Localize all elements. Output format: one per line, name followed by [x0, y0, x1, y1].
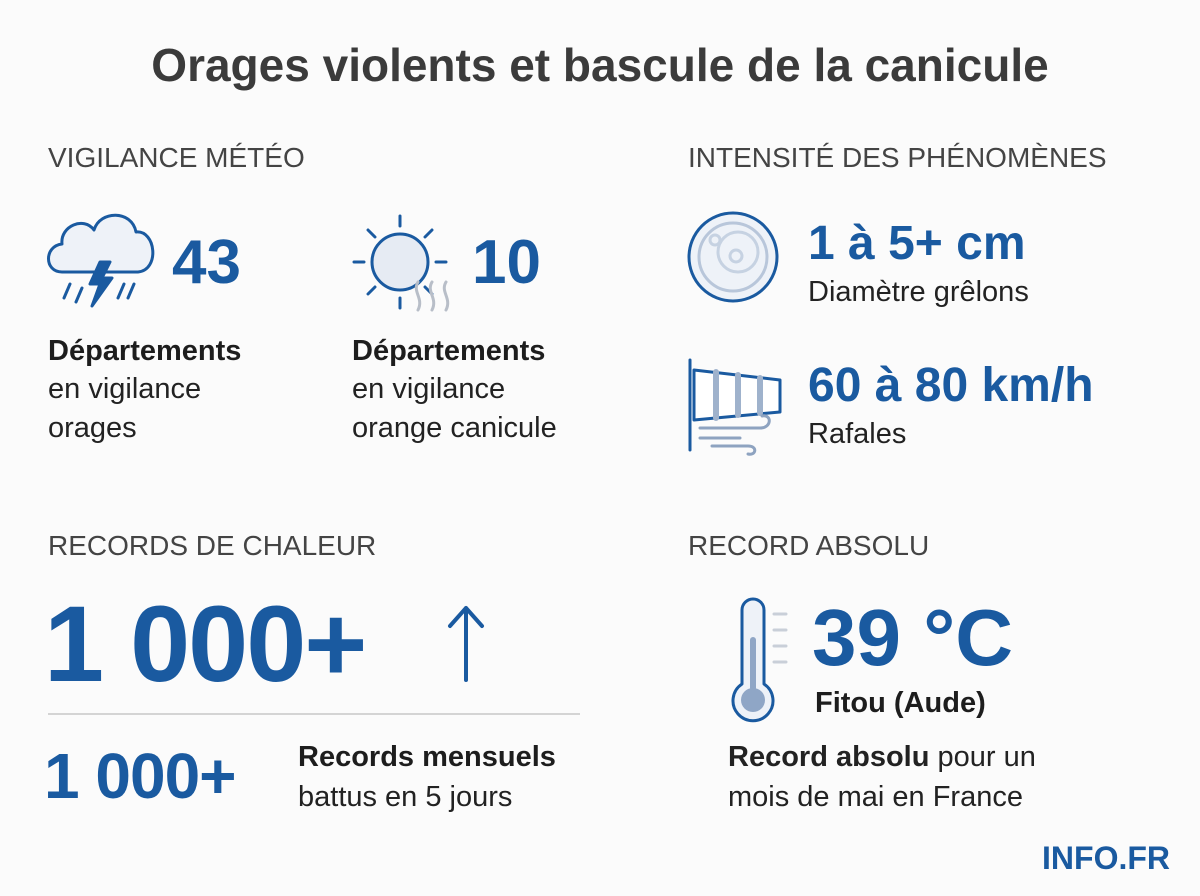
arrow-up-icon [448, 606, 484, 682]
stat-label: Départements [48, 335, 242, 367]
stat-text: Rafales [808, 418, 907, 450]
big-value: 39 °C [812, 593, 1013, 682]
hail-icon [687, 211, 779, 303]
section-heading: INTENSITÉ DES PHÉNOMÈNES [688, 142, 1107, 173]
record-text: pour un [937, 741, 1036, 773]
record-bold: Record absolu [728, 741, 930, 773]
section-heading: VIGILANCE MÉTÉO [48, 142, 305, 173]
place: Fitou (Aude) [815, 687, 986, 719]
stat-text: en vigilance [352, 373, 506, 405]
stat-value: 1 à 5+ cm [808, 217, 1026, 270]
thermometer-icon [731, 597, 788, 723]
stat-text: battus en 5 jours [298, 781, 513, 813]
stat-value: 43 [172, 228, 241, 297]
stat-text: en vigilance [48, 373, 202, 405]
sun-icon [352, 214, 450, 312]
storm-icon [47, 213, 155, 308]
divider [48, 713, 580, 715]
stat-label: Départements [352, 335, 546, 367]
stat-value: 1 000+ [44, 740, 237, 812]
stat-value: 60 à 80 km/h [808, 359, 1094, 412]
stat-value: 10 [472, 228, 541, 297]
stat-label: Records mensuels [298, 741, 556, 773]
section-heading: RECORDS DE CHALEUR [48, 530, 377, 561]
windsock-icon [688, 358, 782, 456]
title: Orages violents et bascule de la canicul… [151, 39, 1049, 91]
record-text: mois de mai en France [728, 781, 1023, 813]
section-heading: RECORD ABSOLU [688, 530, 930, 561]
big-value: 1 000+ [44, 583, 367, 704]
stat-text: orages [48, 412, 137, 444]
stat-text: Diamètre grêlons [808, 276, 1029, 308]
stat-text: orange canicule [352, 412, 557, 444]
record-line: Record absolu pour un [728, 743, 1036, 772]
brand: INFO.FR [1042, 840, 1170, 876]
